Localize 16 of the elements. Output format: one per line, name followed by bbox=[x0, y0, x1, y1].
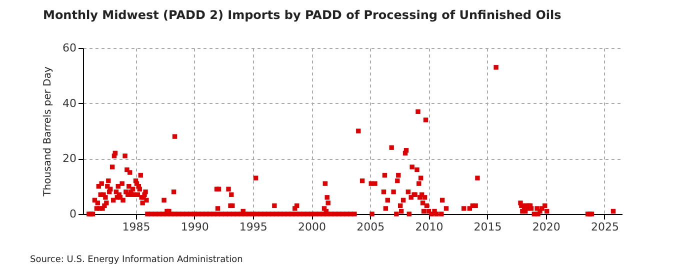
x-tick-label: 1995 bbox=[239, 220, 268, 234]
x-tick-label: 1990 bbox=[180, 220, 209, 234]
x-tick-label: 2020 bbox=[532, 220, 560, 234]
x-tick-label: 2015 bbox=[474, 220, 502, 234]
x-tick-label: 2025 bbox=[590, 220, 619, 234]
y-axis-title: Thousand Barrels per Day bbox=[42, 66, 54, 198]
chart-title: Monthly Midwest (PADD 2) Imports by PADD of Processing of Unfinished Oils bbox=[43, 8, 562, 22]
source-note: Source: U.S. Energy Information Administration bbox=[30, 255, 243, 265]
y-tick-label: 20 bbox=[62, 152, 76, 166]
y-tick-label: 60 bbox=[62, 42, 76, 54]
x-tick-label: 2010 bbox=[415, 220, 444, 234]
x-tick-label: 1985 bbox=[122, 220, 150, 234]
x-tick-label: 2005 bbox=[356, 220, 385, 234]
y-tick-label: 0 bbox=[70, 208, 76, 220]
x-tick-label: 2000 bbox=[298, 220, 326, 234]
y-tick-label: 40 bbox=[62, 96, 76, 110]
